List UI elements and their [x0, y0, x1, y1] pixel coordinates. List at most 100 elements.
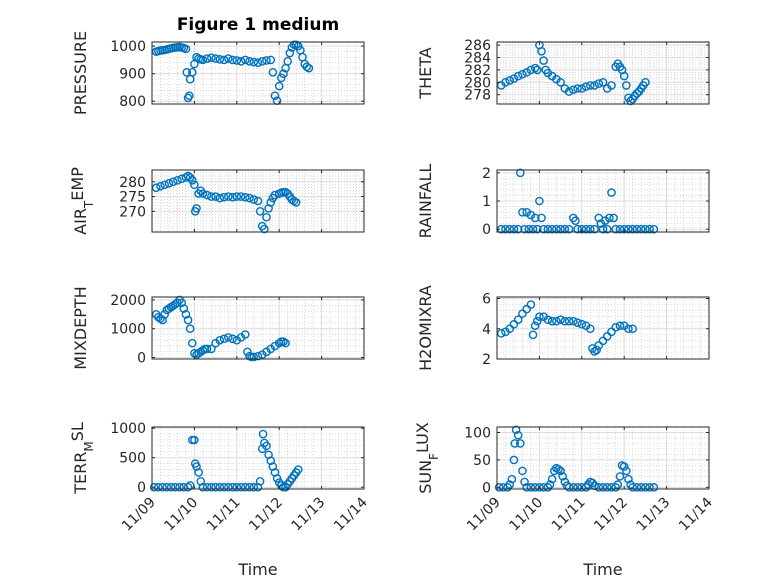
- data-point: [268, 68, 278, 77]
- y-tick-label: 282: [464, 63, 491, 79]
- data-point: [577, 319, 587, 329]
- subplot-6: 2 4 6 H2OMIXRA: [416, 285, 710, 371]
- data-point: [581, 82, 591, 91]
- data-point: [596, 219, 606, 228]
- y-axis-label: SUNFLUX: [413, 422, 441, 494]
- data-point: [547, 224, 557, 234]
- y-tick-label: 0: [137, 351, 146, 367]
- y-tick-label: 4: [482, 322, 491, 338]
- data-point: [281, 187, 290, 197]
- data-point: [530, 213, 540, 223]
- axes-box: [496, 41, 710, 105]
- data-point: [645, 483, 654, 492]
- data-point: [236, 56, 246, 66]
- data-point: [253, 351, 263, 361]
- data-point: [198, 55, 208, 65]
- data-point: [547, 316, 557, 326]
- data-point: [522, 304, 531, 314]
- data-point: [179, 304, 189, 313]
- data-point: [232, 192, 242, 201]
- data-point: [255, 477, 265, 486]
- data-point: [207, 53, 216, 63]
- data-point: [577, 224, 587, 234]
- data-point: [535, 312, 544, 321]
- data-point: [509, 224, 519, 234]
- data-point: [158, 482, 167, 492]
- data-point: [592, 345, 601, 355]
- x-tick-label: 11/11: [549, 495, 589, 535]
- data-point: [581, 224, 591, 234]
- data-point: [185, 324, 195, 334]
- data-point: [560, 224, 570, 234]
- data-point: [510, 439, 520, 448]
- data-point: [522, 68, 531, 77]
- data-point: [630, 91, 640, 101]
- data-point: [224, 54, 233, 63]
- y-axis-label: TERRMSL: [68, 422, 96, 495]
- data-point: [564, 316, 574, 326]
- data-point: [151, 183, 161, 193]
- y-axis-label: H2OMIXRA: [416, 285, 435, 371]
- data-point: [240, 482, 250, 492]
- data-point: [624, 474, 633, 484]
- data-point: [266, 55, 276, 65]
- data-point: [622, 466, 631, 476]
- data-point: [532, 316, 542, 326]
- x-tick-label: 11/14: [331, 494, 371, 534]
- data-point: [207, 482, 216, 492]
- data-point: [628, 483, 637, 492]
- data-point: [185, 74, 195, 84]
- data-point: [190, 180, 199, 190]
- y-tick-label: 278: [464, 88, 491, 104]
- data-point: [240, 55, 250, 65]
- data-point: [552, 316, 561, 326]
- data-point: [158, 315, 167, 325]
- data-point: [530, 63, 540, 73]
- data-point: [505, 224, 515, 234]
- data-point: [224, 192, 233, 201]
- data-point: [585, 81, 595, 90]
- data-point: [518, 69, 527, 79]
- data-point: [228, 192, 237, 202]
- data-point: [585, 324, 595, 334]
- data-point: [202, 190, 212, 200]
- data-point: [173, 176, 182, 185]
- data-point: [524, 224, 534, 234]
- data-point: [624, 224, 633, 234]
- y-tick-label: 2: [482, 166, 491, 182]
- data-point: [526, 483, 536, 492]
- data-point: [609, 213, 618, 223]
- subplot-1: 800 900 1000 PRESSURE Figure 1 medium: [71, 15, 365, 115]
- subplot-4: 0 1 2 RAINFALL: [416, 164, 710, 238]
- data-point: [253, 196, 263, 206]
- y-tick-label: 500: [119, 451, 146, 467]
- data-point: [215, 193, 225, 203]
- data-point: [615, 472, 625, 481]
- data-point: [240, 330, 250, 339]
- data-point: [509, 455, 519, 465]
- y-tick-label: 2000: [110, 293, 146, 309]
- data-point: [600, 216, 610, 226]
- data-point: [232, 482, 242, 492]
- y-tick-label: 270: [119, 204, 146, 220]
- figure-title: Figure 1 medium: [177, 15, 339, 35]
- data-point: [192, 204, 201, 213]
- data-point: [224, 333, 233, 342]
- x-tick-label: 11/09: [119, 495, 159, 535]
- x-tick-label: 11/10: [161, 495, 201, 535]
- data-point: [219, 192, 229, 202]
- data-point: [543, 315, 553, 324]
- data-point: [522, 207, 531, 217]
- data-point: [274, 81, 284, 91]
- data-point: [513, 315, 523, 324]
- axes-box: [496, 426, 710, 490]
- data-point: [556, 78, 565, 87]
- data-point: [518, 207, 527, 217]
- data-point: [507, 474, 517, 484]
- data-point: [509, 319, 519, 329]
- data-point: [573, 483, 582, 492]
- data-point: [156, 314, 165, 323]
- data-point: [302, 62, 312, 72]
- data-point: [590, 347, 599, 356]
- x-tick-label: 11/11: [204, 495, 244, 535]
